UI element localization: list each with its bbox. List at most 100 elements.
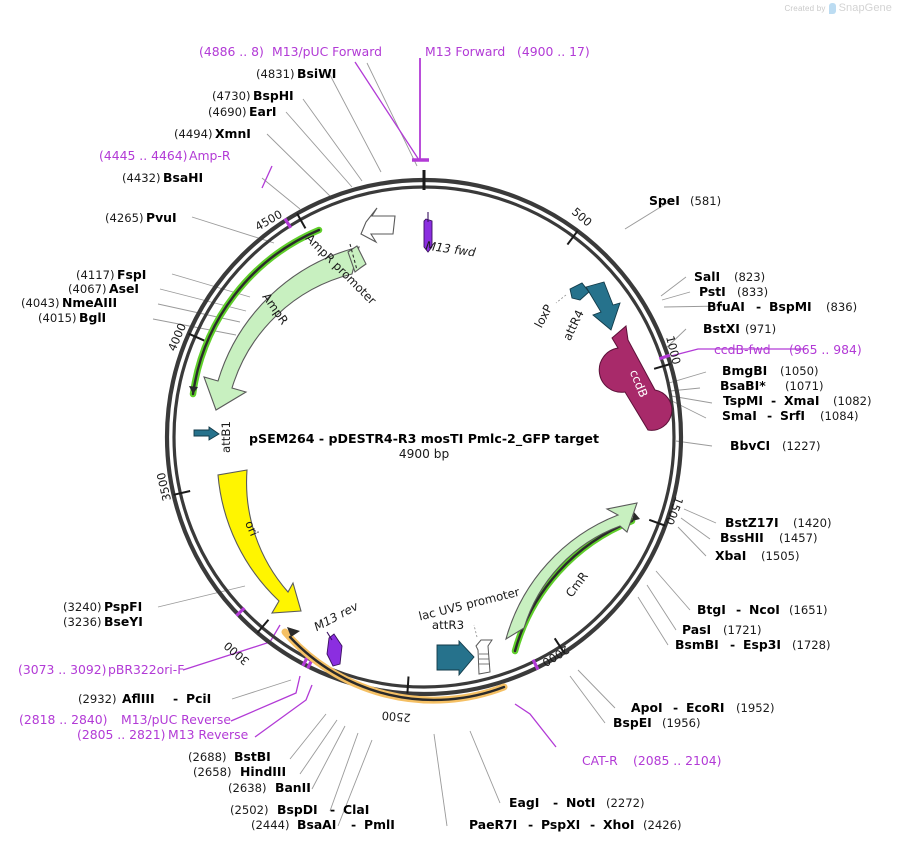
enzyme-label-bstxi: BstXI (971) [703,321,776,336]
enzyme-pos-bsiwi: (4831) [256,67,295,81]
feature-label-cmr: CmR [563,569,591,600]
enzyme-separator-9: - [767,408,772,423]
enzyme-label-spei: SpeI (581) [649,193,721,208]
enzyme-name-noti: NotI [566,795,595,810]
enzyme-name-ecori: EcoRI [686,700,724,715]
enzyme-separator-11: - [730,637,735,652]
enzyme-label-pspfi: (3240) PspFI [63,599,142,614]
primer-range-m13-forward: (4900 .. 17) [517,44,590,59]
enzyme-label-sali: SalI (823) [694,269,765,284]
enzyme-label-psti: PstI (833) [699,284,768,299]
enzyme-label-smai-srfi: SmaI - SrfI (1084) [722,408,859,423]
primer-label-pbr322ori-f: (3073 .. 3092) pBR322ori-F [18,662,184,677]
enzyme-name-clai: ClaI [343,802,369,817]
enzyme-name-bmgbi: BmgBI [722,363,767,378]
enzyme-label-eagi-noti: EagI - NotI (2272) [509,795,645,810]
watermark-created-by-label: Created by [784,3,826,13]
tick-label-2500: 2500 [381,708,411,724]
enzyme-name-bstbi: BstBI [234,749,271,764]
enzyme-label-xbai: XbaI (1505) [715,548,800,563]
enzyme-label-bmgbi: BmgBI (1050) [722,363,819,378]
enzyme-pos-paer7i: (2426) [643,818,682,832]
enzyme-label-bspei: BspEI (1956) [613,715,701,730]
primer-name-m13puc-forward: M13/pUC Forward [272,44,382,59]
enzyme-name-bseyi: BseYI [104,614,143,629]
enzyme-label-bsshii: BssHII (1457) [720,530,818,545]
enzyme-pos-bsphi: (4730) [212,89,251,103]
primer-label-m13-forward: M13 Forward (4900 .. 17) [425,44,590,59]
feature-label-attr3: attR3 [432,618,464,632]
primer-label-cat-r: CAT-R (2085 .. 2104) [582,753,722,768]
enzyme-pos-nmeaiii: (4043) [21,296,60,310]
enzyme-pos-bstbi: (2688) [188,750,227,764]
enzyme-pos-bsahi: (4432) [122,171,161,185]
scale-ticks: 500 1000 1500 2000 2500 [154,205,686,725]
enzyme-name-bsshii: BssHII [720,530,764,545]
feature-m13-rev: M13 rev [312,599,362,667]
primer-label-amp-r: (4445 .. 4464) Amp-R [99,148,231,163]
enzyme-label-pvui: (4265) PvuI [105,210,177,225]
tick-label-3500: 3500 [154,471,174,502]
primer-range-cat-r: (2085 .. 2104) [633,753,722,768]
enzyme-label-xmni: (4494) XmnI [174,126,251,141]
enzyme-label-eari: (4690) EarI [208,104,277,119]
enzyme-pos-pasi: (1721) [723,623,762,637]
enzyme-name-spei: SpeI [649,193,680,208]
enzyme-name-paer7i: PaeR7I [469,817,517,832]
enzyme-name-pspxi: PspXI [541,817,580,832]
enzyme-name-bgli: BglI [79,310,106,325]
enzyme-label-bsahi: (4432) BsaHI [122,170,203,185]
enzyme-label-asei: (4067) AseI [68,281,139,296]
enzyme-label-bseyi: (3236) BseYI [63,614,143,629]
enzyme-label-bstz17i: BstZ17I (1420) [725,515,832,530]
enzyme-name-bbvci: BbvCI [730,438,770,453]
enzyme-pos-apoi: (1952) [736,701,775,715]
enzyme-name-bfuai: BfuAI [707,299,745,314]
enzyme-name-esp3i: Esp3I [743,637,781,652]
enzyme-name-fspi: FspI [117,267,146,282]
enzyme-name-bspmi: BspMI [769,299,812,314]
enzyme-name-pcii: PciI [186,691,211,706]
enzyme-name-pasi: PasI [682,622,711,637]
enzyme-name-bstz17i: BstZ17I [725,515,779,530]
m13-forward-primer-marker [412,58,429,162]
feature-label-m13-rev: M13 rev [312,599,362,634]
enzyme-pos-bbvci: (1227) [782,439,821,453]
primer-range-amp-r: (4445 .. 4464) [99,148,188,163]
enzyme-separator-6: - [590,817,595,832]
feature-catr-arrow [281,627,508,704]
plasmid-size: 4900 bp [399,447,450,461]
enzyme-pos-bsabi: (1071) [785,379,824,393]
tick-label-1000: 1000 [663,334,684,366]
enzyme-name-apoi: ApoI [631,700,663,715]
enzyme-name-bspdi: BspDI [277,802,318,817]
leader-lines [152,62,725,827]
enzyme-pos-btgi: (1651) [789,603,828,617]
feature-ori: ori [217,469,302,614]
enzyme-label-bstbi: (2688) BstBI [188,749,271,764]
enzyme-name-pvui: PvuI [146,210,177,225]
enzyme-name-xhoi: XhoI [603,817,635,832]
watermark-brand-label: SnapGene [838,2,892,14]
enzyme-name-btgi: BtgI [697,602,726,617]
enzyme-separator-3: - [351,817,356,832]
enzyme-label-bfuai-bspmi: BfuAI - BspMI (836) [707,299,857,314]
enzyme-pos-bspdi: (2502) [230,803,269,817]
enzyme-label-nmeaiii: (4043) NmeAIII [21,295,117,310]
enzyme-label-tspmi-xmai: TspMI - XmaI (1082) [723,393,872,408]
enzyme-name-srfi: SrfI [780,408,805,423]
enzyme-name-xmni: XmnI [215,126,251,141]
enzyme-separator-2: - [330,802,335,817]
tick-label-4500: 4500 [253,207,285,234]
enzyme-name-bsiwi: BsiWI [297,66,336,81]
primer-label-m13puc-forward: (4886 .. 8) M13/pUC Forward [199,44,382,59]
enzyme-name-pspfi: PspFI [104,599,142,614]
enzyme-pos-xbai: (1505) [761,549,800,563]
enzyme-name-tspmi: TspMI [723,393,763,408]
enzyme-name-asei: AseI [109,281,139,296]
enzyme-pos-bseyi: (3236) [63,615,102,629]
feature-attr4: attR4 [560,281,621,343]
enzyme-pos-bstz17i: (1420) [793,516,832,530]
enzyme-label-bsabi: BsaBI* (1071) [720,378,824,393]
primer-name-cat-r: CAT-R [582,753,618,768]
